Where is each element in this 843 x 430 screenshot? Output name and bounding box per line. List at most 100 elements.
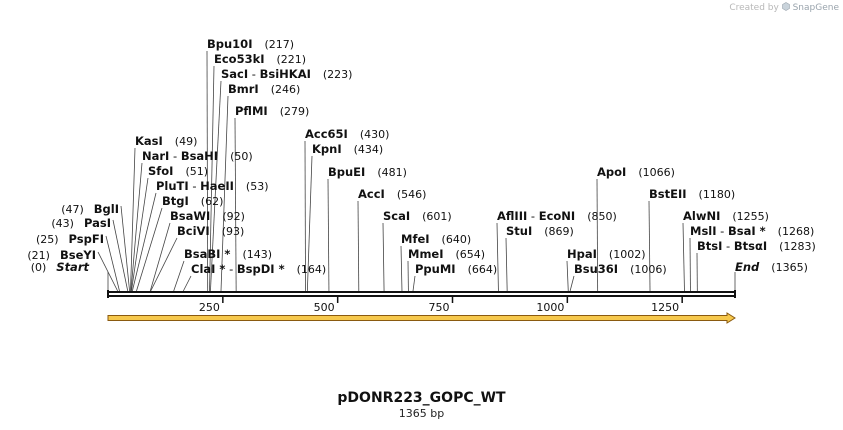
cut-position: (1255) xyxy=(732,210,769,223)
plasmid-length: 1365 bp xyxy=(398,407,445,420)
cut-position: (143) xyxy=(242,248,272,261)
enzyme-name: KpnI xyxy=(312,142,342,156)
backbone xyxy=(107,290,736,298)
cut-position: (640) xyxy=(442,233,472,246)
enzyme-name: BsaHI xyxy=(181,149,218,163)
site-label[interactable]: (25) PspFI xyxy=(36,232,104,246)
svg-text:HpaI(1002): HpaI (1002) xyxy=(567,247,645,261)
snapgene-credit: Created by SnapGene xyxy=(729,2,839,13)
site-label[interactable]: StuI (869) xyxy=(506,224,574,238)
feature-arrow[interactable] xyxy=(107,312,736,324)
svg-text:Bsu36I(1006): Bsu36I (1006) xyxy=(574,262,667,276)
cut-position: (217) xyxy=(264,38,294,51)
site-label[interactable]: Acc65I (430) xyxy=(305,127,389,141)
enzyme-name: Acc65I xyxy=(305,127,348,141)
enzyme-name: BtsI xyxy=(697,239,722,253)
site-label[interactable]: BtsI - BtsαI (1283) xyxy=(697,239,816,253)
cut-site-line xyxy=(206,50,209,292)
enzyme-name: Eco53kI xyxy=(214,52,265,66)
enzyme-name: PluTI xyxy=(156,179,189,193)
cut-position: (43) xyxy=(51,217,74,230)
site-label[interactable]: BpuEI (481) xyxy=(328,165,407,179)
site-label[interactable]: (21) BseYI xyxy=(27,248,96,262)
cut-position: (93) xyxy=(222,225,245,238)
cut-position: (25) xyxy=(36,233,59,246)
site-label[interactable]: PflMI (279) xyxy=(235,104,309,118)
enzyme-name: BsiHKAI xyxy=(260,67,311,81)
site-label[interactable]: ScaI (601) xyxy=(383,209,452,223)
site-label[interactable]: Eco53kI (221) xyxy=(214,52,306,66)
site-label[interactable]: ApoI (1066) xyxy=(597,165,675,179)
site-label[interactable]: BmrI (246) xyxy=(228,82,300,96)
site-label[interactable]: KpnI (434) xyxy=(312,142,383,156)
svg-text:MslI - BsaI *(1268): MslI - BsaI * (1268) xyxy=(690,224,814,238)
site-lines xyxy=(97,50,736,292)
site-label[interactable]: HpaI (1002) xyxy=(567,247,645,261)
site-label[interactable]: BstEII (1180) xyxy=(649,187,735,201)
cut-position: (434) xyxy=(354,143,384,156)
svg-text:End(1365): End (1365) xyxy=(735,260,808,274)
enzyme-name: SfoI xyxy=(148,164,173,178)
name-separator: - xyxy=(248,67,259,81)
site-label[interactable]: PluTI - HaeII (53) xyxy=(156,179,269,193)
site-label[interactable]: MmeI (654) xyxy=(408,247,485,261)
plasmid-name: pDONR223_GOPC_WT xyxy=(337,390,506,406)
svg-text:(47)BglI: (47) BglI xyxy=(61,202,119,216)
site-label[interactable]: MfeI (640) xyxy=(401,232,471,246)
svg-text:PpuMI(664): PpuMI (664) xyxy=(415,262,497,276)
site-label[interactable]: BciVI (93) xyxy=(177,224,244,238)
cut-site-line xyxy=(131,177,149,292)
enzyme-name: Bpu10I xyxy=(207,37,252,51)
cut-position: (1365) xyxy=(771,261,808,274)
svg-text:Acc65I(430): Acc65I (430) xyxy=(305,127,389,141)
enzyme-name: BseYI xyxy=(60,248,96,262)
svg-text:BpuEI(481): BpuEI (481) xyxy=(328,165,407,179)
site-label[interactable]: SacI - BsiHKAI (223) xyxy=(221,67,352,81)
cut-site-line xyxy=(496,222,499,292)
svg-text:BsaBI *(143): BsaBI * (143) xyxy=(184,247,272,261)
site-label[interactable]: (43) PasI xyxy=(51,216,111,230)
name-separator: - xyxy=(169,149,180,163)
name-separator: - xyxy=(189,179,200,193)
site-label[interactable]: BsaWI (92) xyxy=(170,209,245,223)
cut-position: (1006) xyxy=(630,263,667,276)
enzyme-name: KasI xyxy=(135,134,163,148)
site-label[interactable]: MslI - BsaI * (1268) xyxy=(690,224,814,238)
enzyme-name: NarI xyxy=(142,149,169,163)
site-label[interactable]: Bsu36I (1006) xyxy=(574,262,667,276)
site-label[interactable]: BtgI (62) xyxy=(162,194,223,208)
enzyme-name: MfeI xyxy=(401,232,430,246)
site-label[interactable]: SfoI (51) xyxy=(148,164,208,178)
site-label[interactable]: AflIII - EcoNI (850) xyxy=(497,209,617,223)
site-label[interactable]: End (1365) xyxy=(735,260,808,274)
cut-position: (850) xyxy=(587,210,617,223)
site-label[interactable]: ClaI * - BspDI * (164) xyxy=(191,262,326,276)
cut-position: (223) xyxy=(323,68,353,81)
cut-position: (62) xyxy=(201,195,224,208)
site-label[interactable]: KasI (49) xyxy=(135,134,197,148)
site-label[interactable]: PpuMI (664) xyxy=(415,262,497,276)
site-label[interactable]: (0) Start xyxy=(31,260,90,274)
cut-site-line xyxy=(234,117,237,292)
svg-text:AlwNI(1255): AlwNI (1255) xyxy=(683,209,769,223)
cut-site-line xyxy=(682,222,685,292)
site-label[interactable]: BsaBI * (143) xyxy=(184,247,272,261)
svg-text:BstEII(1180): BstEII (1180) xyxy=(649,187,735,201)
site-label[interactable]: (47) BglI xyxy=(61,202,119,216)
svg-text:StuI(869): StuI (869) xyxy=(506,224,574,238)
cut-position: (221) xyxy=(277,53,307,66)
cut-position: (1180) xyxy=(699,188,736,201)
credit-prefix: Created by xyxy=(729,3,779,13)
svg-text:(0)Start: (0) Start xyxy=(31,260,90,274)
svg-text:(21)BseYI: (21) BseYI xyxy=(27,248,96,262)
site-label[interactable]: AlwNI (1255) xyxy=(683,209,769,223)
cut-position: (53) xyxy=(246,180,269,193)
site-label[interactable]: NarI - BsaHI (50) xyxy=(142,149,253,163)
cut-site-line xyxy=(566,260,569,292)
site-label[interactable]: AccI (546) xyxy=(358,187,426,201)
site-label[interactable]: Bpu10I (217) xyxy=(207,37,294,51)
enzyme-name: PflMI xyxy=(235,104,268,118)
cut-position: (164) xyxy=(297,263,327,276)
cut-site-line xyxy=(220,95,229,292)
cut-position: (1002) xyxy=(609,248,646,261)
